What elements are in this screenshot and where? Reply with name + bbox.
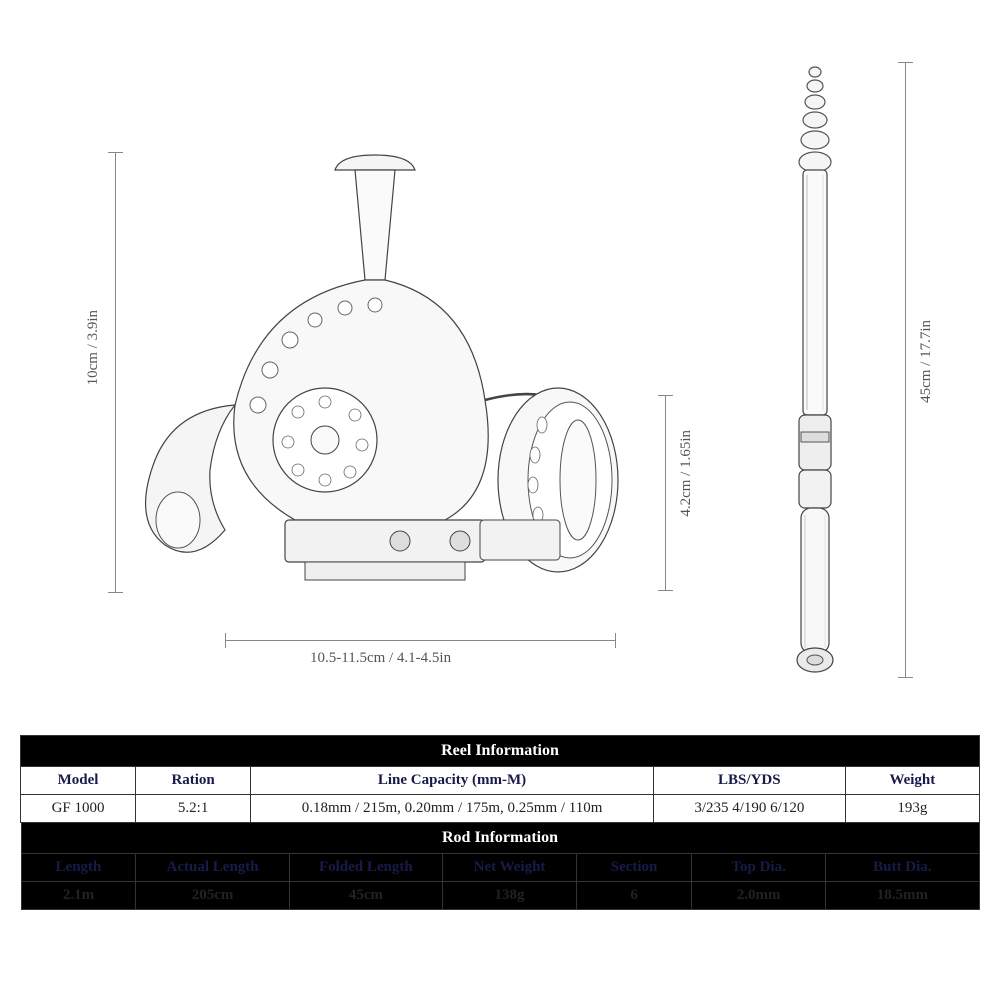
cell: 5.2:1: [136, 795, 251, 823]
cell: 45cm: [289, 882, 442, 910]
dim-tick: [108, 592, 123, 593]
dim-label-spool-height: 4.2cm / 1.65in: [678, 430, 695, 517]
dim-tick: [898, 677, 913, 678]
dim-tick: [658, 590, 673, 591]
dim-tick: [108, 152, 123, 153]
cell: 2.0mm: [692, 882, 826, 910]
col-head: Actual Length: [136, 854, 289, 882]
reel-table: Reel Information ModelRationLine Capacit…: [20, 735, 980, 910]
cell: 205cm: [136, 882, 289, 910]
col-head: Line Capacity (mm-M): [251, 767, 654, 795]
col-head: Section: [577, 854, 692, 882]
cell: 138g: [442, 882, 576, 910]
reel-title: Reel Information: [21, 736, 980, 767]
dim-tick: [658, 395, 673, 396]
rod-sketch: [780, 60, 850, 680]
dim-label-rod-height: 45cm / 17.7in: [918, 320, 935, 403]
cell: 193g: [845, 795, 979, 823]
dim-label-reel-width: 10.5-11.5cm / 4.1-4.5in: [310, 650, 451, 667]
col-head: Folded Length: [289, 854, 442, 882]
dim-line-reel-width: [225, 640, 615, 641]
col-head: Weight: [845, 767, 979, 795]
col-head: Top Dia.: [692, 854, 826, 882]
reel-sketch: [140, 150, 640, 590]
col-head: Butt Dia.: [826, 854, 979, 882]
cell: 18.5mm: [826, 882, 979, 910]
col-head: Ration: [136, 767, 251, 795]
rod-title: Rod Information: [21, 823, 979, 854]
cell: 2.1m: [21, 882, 136, 910]
col-head: Model: [21, 767, 136, 795]
spec-tables: Reel Information ModelRationLine Capacit…: [20, 735, 980, 910]
dim-label-reel-height: 10cm / 3.9in: [85, 310, 102, 385]
dim-line-rod-height: [905, 62, 906, 677]
cell: GF 1000: [21, 795, 136, 823]
rod-table: Rod Information LengthActual LengthFolde…: [21, 822, 980, 910]
dim-tick: [615, 633, 616, 648]
diagram-area: 10cm / 3.9in 10.5-11.5cm / 4.1-4.5in 4.2…: [0, 0, 1000, 720]
cell: 3/235 4/190 6/120: [653, 795, 845, 823]
dim-tick: [898, 62, 913, 63]
dim-line-spool-height: [665, 395, 666, 590]
col-head: LBS/YDS: [653, 767, 845, 795]
col-head: Net Weight: [442, 854, 576, 882]
dim-line-reel-height: [115, 152, 116, 592]
cell: 6: [577, 882, 692, 910]
dim-tick: [225, 633, 226, 648]
col-head: Length: [21, 854, 136, 882]
cell: 0.18mm / 215m, 0.20mm / 175m, 0.25mm / 1…: [251, 795, 654, 823]
